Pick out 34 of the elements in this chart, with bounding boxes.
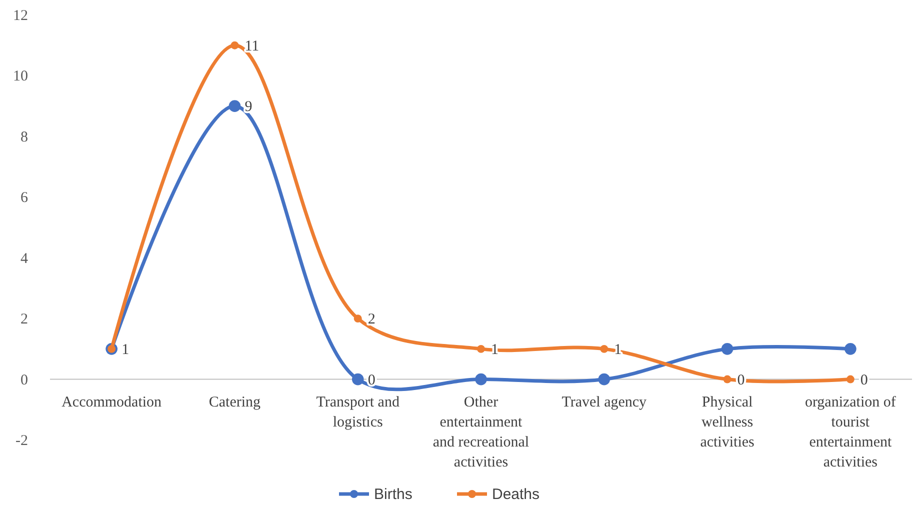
y-tick-label: 6 — [20, 190, 28, 206]
y-tick-label: -2 — [16, 433, 28, 449]
data-label: 0 — [860, 372, 868, 388]
point — [352, 373, 364, 386]
point — [598, 373, 610, 386]
x-tick-label: Travel agency — [562, 394, 648, 410]
y-tick-label: 0 — [20, 372, 28, 388]
x-tick-label: Transport and logistics — [316, 394, 400, 430]
point — [354, 314, 362, 323]
point — [721, 343, 734, 355]
data-label: 1 — [122, 342, 130, 358]
data-label: 9 — [244, 99, 252, 116]
x-tick-label: Catering — [208, 394, 262, 410]
legend-label: Deaths — [492, 486, 540, 503]
y-tick-label: 12 — [13, 8, 28, 24]
x-tick-label: Accommodation — [62, 394, 162, 410]
y-tick-label: 10 — [13, 68, 28, 85]
y-tick-label: 2 — [20, 312, 28, 328]
point — [477, 344, 485, 353]
point — [600, 344, 608, 353]
point — [846, 375, 854, 384]
y-tick-label: 4 — [20, 250, 28, 267]
y-tick-label: 8 — [20, 129, 28, 146]
point — [475, 373, 487, 386]
x-tick-label: Other entertainment and recreational activities — [432, 394, 530, 470]
x-tick-label: Physical wellness activities — [700, 394, 755, 450]
point — [844, 343, 856, 355]
data-label: 2 — [368, 312, 376, 328]
point — [228, 100, 241, 112]
x-tick-label: organization of tourist entertainment activities — [804, 394, 896, 470]
point — [723, 375, 732, 384]
data-label: 11 — [244, 38, 260, 54]
point — [230, 41, 239, 50]
legend-label: Births — [374, 486, 412, 503]
